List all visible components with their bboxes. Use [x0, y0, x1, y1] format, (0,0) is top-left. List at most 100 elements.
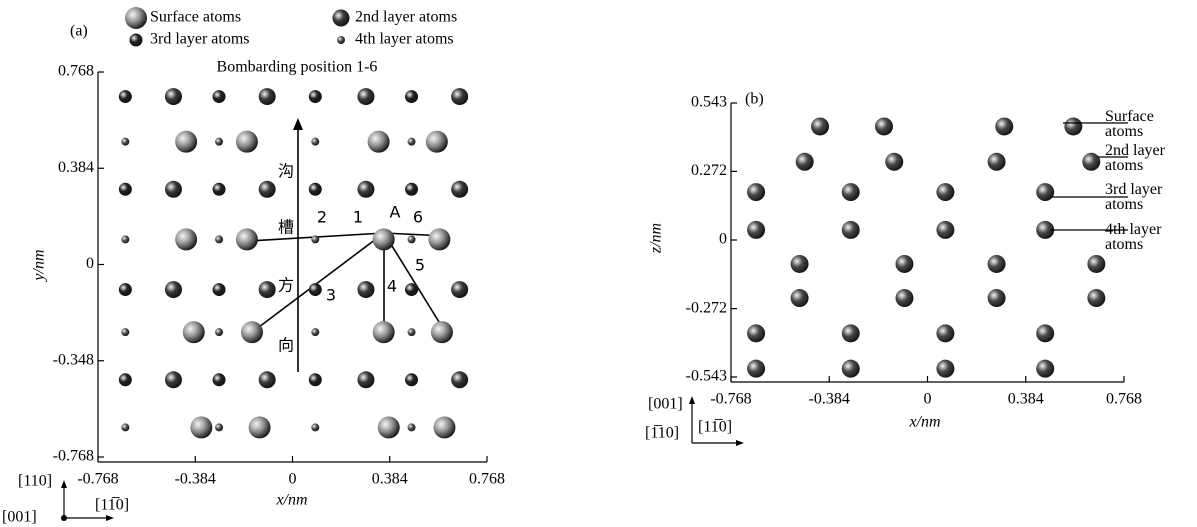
- atom: [1036, 183, 1055, 202]
- legend-marker: [337, 36, 345, 44]
- x-axis-label: x/nm: [908, 414, 940, 431]
- annotation: 沟: [278, 162, 294, 181]
- atom: [164, 180, 182, 198]
- direction-label: [11̅0]: [95, 497, 129, 514]
- annotation: 3: [326, 286, 336, 305]
- atom: [987, 254, 1006, 273]
- panel-label: (a): [70, 23, 88, 40]
- atom: [1087, 254, 1106, 273]
- atom: [936, 183, 955, 202]
- atom: [212, 373, 226, 387]
- atom: [1087, 289, 1106, 308]
- atom: [212, 90, 226, 104]
- direction-label: [110]: [18, 473, 52, 490]
- atom: [747, 324, 766, 343]
- atom: [357, 281, 375, 299]
- atom: [212, 182, 226, 196]
- direction-label: [11̅0]: [698, 419, 732, 436]
- atom: [175, 228, 198, 251]
- atom: [795, 152, 814, 171]
- atom: [407, 328, 416, 337]
- atom: [451, 371, 469, 389]
- atom: [1082, 152, 1101, 171]
- y-tick-label: -0.768: [53, 448, 94, 465]
- atom: [311, 423, 320, 432]
- path-line: [254, 232, 385, 331]
- atom: [121, 235, 130, 244]
- atom: [215, 137, 224, 146]
- atom: [895, 254, 914, 273]
- atom: [118, 182, 132, 196]
- annotation: 方: [278, 276, 294, 295]
- atom: [841, 220, 860, 239]
- legend-marker: [129, 33, 143, 47]
- arrow-head: [736, 440, 744, 446]
- direction-label: [001]: [648, 396, 683, 413]
- y-tick-label: -0.348: [53, 351, 94, 368]
- atom: [308, 182, 322, 196]
- atom: [451, 88, 469, 106]
- atom: [308, 90, 322, 104]
- atom: [258, 281, 276, 299]
- atom: [215, 423, 224, 432]
- y-tick-label: 0.768: [58, 63, 94, 80]
- atom: [1036, 324, 1055, 343]
- legend-label: Surface atoms: [1105, 108, 1154, 140]
- x-tick-label: 0.384: [1008, 391, 1044, 408]
- atom: [164, 88, 182, 106]
- atom: [407, 423, 416, 432]
- atom: [790, 289, 809, 308]
- y-tick-label: -0.543: [686, 368, 727, 385]
- atom: [885, 152, 904, 171]
- annotation: 向: [278, 336, 294, 355]
- atoms: [118, 88, 469, 439]
- atom: [747, 183, 766, 202]
- legend-label: 3rd layer atoms: [1105, 181, 1163, 213]
- atom: [357, 180, 375, 198]
- x-tick-label: -0.768: [77, 471, 118, 488]
- atom: [995, 117, 1014, 136]
- atom: [895, 289, 914, 308]
- atom: [258, 180, 276, 198]
- atom: [190, 416, 213, 439]
- direction-label: [001]: [2, 509, 37, 526]
- arrow-head: [689, 396, 695, 404]
- x-tick-label: 0.768: [469, 471, 505, 488]
- atom: [405, 373, 419, 387]
- atom: [372, 321, 395, 344]
- atom: [357, 88, 375, 106]
- legend-marker: [125, 7, 147, 29]
- atom: [372, 228, 395, 251]
- annotation: A: [390, 203, 401, 222]
- path-line: [383, 232, 445, 331]
- atom: [182, 321, 205, 344]
- atom: [428, 228, 451, 251]
- atom: [367, 130, 390, 153]
- atom: [405, 90, 419, 104]
- atom: [841, 359, 860, 378]
- x-axis-label: x/nm: [275, 492, 307, 509]
- x-tick-label: 0: [289, 471, 297, 488]
- atom: [875, 117, 894, 136]
- atom: [987, 152, 1006, 171]
- legend-label: 4th layer atoms: [1105, 221, 1162, 253]
- annotation: 1: [353, 208, 363, 227]
- atom: [987, 289, 1006, 308]
- atom: [790, 254, 809, 273]
- atom: [405, 182, 419, 196]
- x-tick-label: -0.384: [809, 391, 850, 408]
- atom: [841, 324, 860, 343]
- y-tick-label: 0: [719, 231, 727, 248]
- atom: [407, 137, 416, 146]
- atom: [311, 235, 320, 244]
- atom: [121, 328, 130, 337]
- atom: [1036, 220, 1055, 239]
- atom: [405, 283, 419, 297]
- atom: [1064, 117, 1083, 136]
- x-tick-label: -0.768: [710, 391, 751, 408]
- atom: [451, 180, 469, 198]
- atom: [377, 416, 400, 439]
- atom: [357, 371, 375, 389]
- atom: [747, 359, 766, 378]
